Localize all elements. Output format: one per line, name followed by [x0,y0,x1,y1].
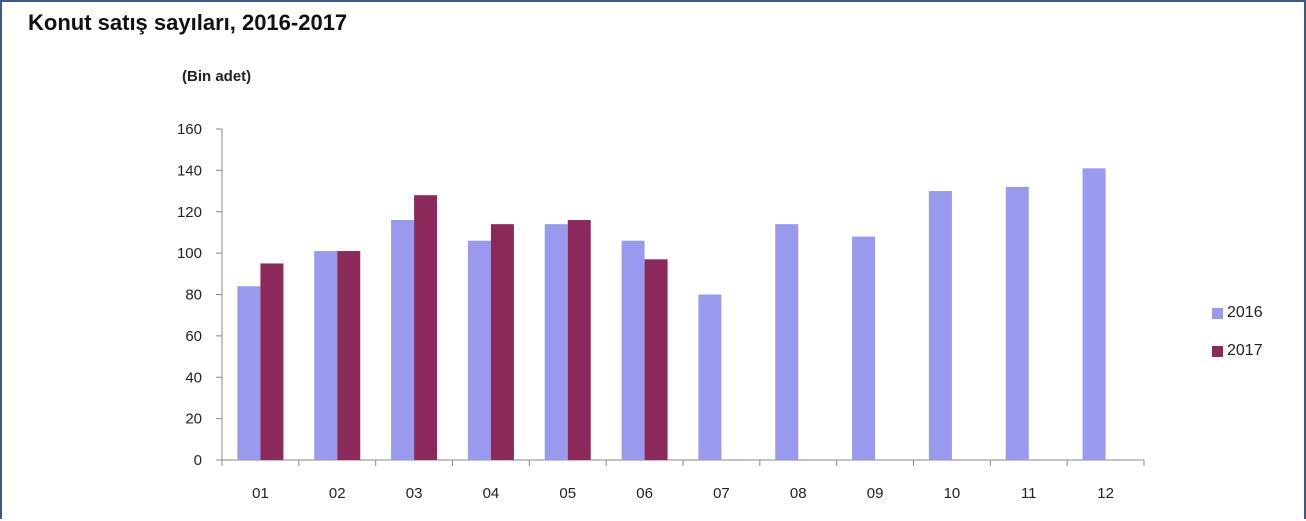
bar-2016-03 [391,220,415,460]
legend-label-2017: 2017 [1227,342,1263,359]
bar-2017-03 [414,195,438,460]
y-tick-label: 20 [185,411,202,428]
x-tick-label: 02 [329,485,346,502]
y-tick-label: 120 [177,204,202,221]
legend-swatch-2016 [1212,307,1223,319]
x-tick-label: 10 [944,485,961,502]
legend-swatch-2017 [1212,345,1223,357]
bar-2017-01 [260,263,284,460]
bar-2017-02 [337,251,361,460]
x-tick-label: 03 [406,485,423,502]
bar-2017-05 [567,220,591,460]
x-tick-label: 05 [559,485,576,502]
x-tick-label: 11 [1021,485,1037,502]
chart-title: Konut satış sayıları, 2016-2017 [28,10,348,35]
bar-2016-04 [467,240,491,460]
x-tick-label: 01 [252,485,269,502]
x-tick-label: 07 [713,485,730,502]
x-tick-label: 06 [636,485,653,502]
bar-2017-06 [644,259,668,460]
y-tick-label: 160 [177,121,202,138]
y-tick-label: 40 [185,369,202,386]
bar-2016-11 [1005,186,1029,461]
legend-item-2016: 2016 [1212,294,1263,332]
bar-2017-04 [490,224,514,460]
y-tick-label: 0 [194,452,202,469]
y-tick-label: 100 [177,245,202,262]
y-tick-label: 60 [185,328,202,345]
bar-2016-01 [237,286,261,460]
bar-2016-12 [1082,168,1106,460]
legend-item-2017: 2017 [1212,332,1263,370]
bar-2016-06 [621,240,645,460]
x-tick-label: 09 [867,485,884,502]
legend: 2016 2017 [1212,294,1263,370]
bar-2016-02 [314,251,338,460]
bar-2016-05 [544,224,568,460]
y-tick-label: 140 [177,162,202,179]
bar-2016-08 [775,224,799,460]
x-tick-label: 12 [1097,485,1114,502]
bar-2016-10 [928,191,952,460]
y-tick-label: 80 [185,287,202,304]
bar-2016-09 [852,236,876,460]
bar-2016-07 [698,294,722,460]
legend-label-2016: 2016 [1227,304,1263,321]
x-tick-label: 04 [483,485,500,502]
y-axis-unit-label: (Bin adet) [182,68,252,85]
x-tick-label: 08 [790,485,807,502]
